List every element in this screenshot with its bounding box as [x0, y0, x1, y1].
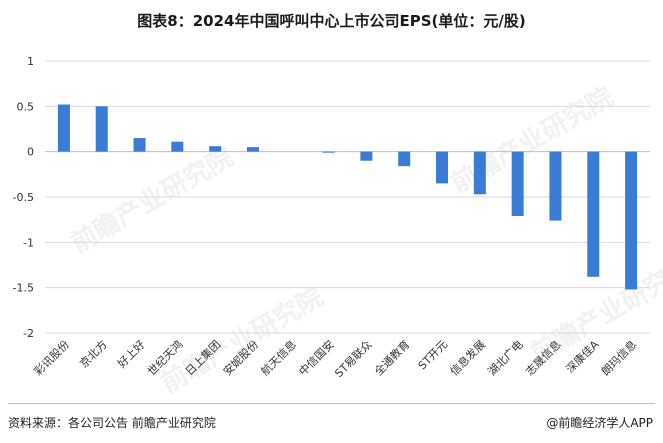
bar — [57, 104, 70, 152]
x-tick-label: ST易联众 — [332, 338, 374, 380]
x-tick-label: 世纪天鸿 — [144, 337, 185, 378]
x-tick-label: 湖北广电 — [485, 338, 525, 378]
bar — [511, 151, 524, 217]
x-tick-label: 好上好 — [114, 337, 147, 370]
bar — [171, 141, 184, 152]
bar — [398, 151, 411, 167]
brand-credit: @前瞻经济学人APP — [546, 416, 653, 430]
bar — [95, 106, 108, 152]
x-tick-label: ST开元 — [416, 338, 450, 372]
x-tick-label: 中信国安 — [296, 337, 337, 378]
bar — [209, 146, 222, 152]
y-tick-label: 1 — [27, 55, 34, 68]
y-tick-label: -1 — [23, 236, 34, 249]
bar — [473, 151, 486, 195]
y-tick-label: -0.5 — [13, 191, 34, 204]
x-tick-label: 朗玛信息 — [598, 337, 639, 378]
y-tick-label: 0 — [27, 146, 34, 159]
y-tick-label: -1.5 — [13, 282, 34, 295]
x-tick-label: 安妮股份 — [220, 337, 261, 378]
x-tick-label: 航天信息 — [258, 337, 299, 378]
bar — [322, 151, 335, 153]
footer-divider — [8, 403, 655, 404]
bar — [549, 151, 562, 221]
source-note: 资料来源：各公司公告 前瞻产业研究院 — [8, 416, 216, 430]
x-tick-label: 全通教育 — [371, 337, 412, 378]
bar — [133, 138, 146, 152]
bar — [436, 151, 449, 184]
bar — [625, 151, 638, 290]
y-tick-label: 0.5 — [17, 100, 35, 113]
bar — [360, 151, 373, 161]
chart-title: 图表8：2024年中国呼叫中心上市公司EPS(单位：元/股) — [137, 12, 526, 30]
y-tick-label: -2 — [23, 327, 34, 340]
bar — [587, 151, 600, 277]
bar — [246, 147, 259, 152]
x-tick-label: 信息发展 — [447, 337, 488, 378]
x-tick-label: 日上集团 — [182, 337, 223, 378]
x-tick-label: 彩讯股份 — [32, 338, 72, 378]
x-tick-label: 志晟信息 — [523, 337, 564, 378]
x-tick-label: 深康佳A — [563, 337, 602, 376]
x-tick-label: 京北方 — [77, 337, 110, 370]
